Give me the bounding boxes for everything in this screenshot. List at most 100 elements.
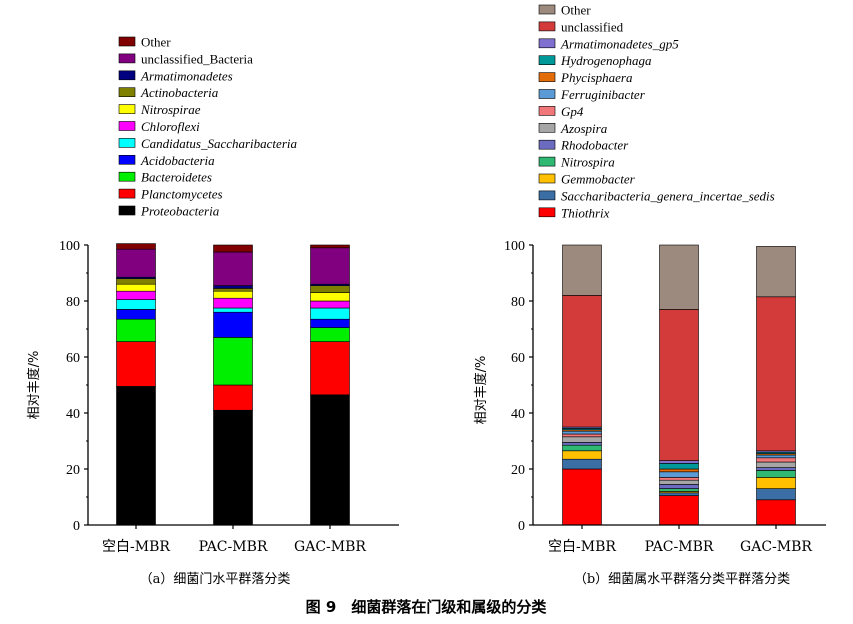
bar-segment-unclassified-bacteria-2 [213, 251, 253, 286]
bar-segment-azospira-3 [756, 461, 796, 468]
x-category-label: GAC-MBR [740, 539, 812, 555]
bar-segment-other-2 [659, 244, 699, 310]
bar-segment-gp4-1 [562, 433, 602, 438]
bar-segment-rhodobacter-3 [756, 467, 796, 471]
figure-title: 图 9 细菌群落在门级和属级的分类 [306, 598, 548, 616]
y-tick-label: 80 [66, 295, 80, 310]
x-category-label: PAC-MBR [199, 539, 268, 555]
bar-segment-hydrogenophaga-2 [659, 463, 699, 470]
bar-segment-planctomycetes-2 [213, 384, 253, 411]
bar-segment-proteobacteria-1 [116, 386, 156, 526]
bar-segment-unclassified-1 [562, 295, 602, 428]
bar-segment-acidobacteria-2 [213, 311, 253, 338]
legend-swatch-candidatus-saccharibacteria [118, 138, 136, 148]
legend-label-other: Other [561, 3, 591, 18]
legend-swatch-thiothrix [538, 207, 556, 218]
bar-segment-azospira-1 [562, 436, 602, 443]
bar-segment-other-3 [756, 246, 796, 298]
legend-swatch-acidobacteria [118, 155, 136, 165]
legend-swatch-planctomycetes [118, 188, 136, 199]
legend-label-armatimonadetes: Armatimonadetes [140, 68, 233, 83]
x-category-label: 空白-MBR [548, 539, 616, 555]
bar-segment-gp4-3 [756, 457, 796, 463]
chart-panel-a: 0 20 40 60 80 100 空白-MBR PAC-MBR GAC-MBR 相对丰度/% （a… [26, 35, 399, 587]
legend-label-armatimonadetes-gp5: Armatimonadetes_gp5 [560, 36, 679, 51]
legend-swatch-saccharibacteria-genera-incertae-sedis [538, 190, 556, 201]
legend-swatch-nitrospira [538, 156, 556, 167]
bar-segment-chloroflexi-3 [310, 300, 350, 309]
bar-segment-chloroflexi-1 [116, 290, 156, 300]
bar-segment-other-1 [116, 243, 156, 250]
y-tick-label: 0 [518, 519, 525, 534]
legend-label-gemmobacter: Gemmobacter [561, 172, 636, 187]
legend-label-other: Other [141, 35, 171, 50]
bar-segment-nitrospira-3 [756, 470, 796, 478]
bar-segment-ferruginibacter-1 [562, 430, 602, 435]
legend-swatch-gemmobacter [538, 173, 556, 184]
bar-segment-actinobacteria-3 [310, 285, 350, 293]
legend-swatch-unclassified [538, 21, 556, 32]
legend-swatch-phycisphaera [538, 72, 556, 82]
y-axis-label: 相对丰度/% [473, 356, 489, 425]
bar-segment-acidobacteria-1 [116, 309, 156, 320]
bar-segment-candidatus-saccharibacteria-2 [213, 307, 253, 313]
bar-segment-chloroflexi-2 [213, 297, 253, 309]
legend-swatch-actinobacteria [118, 87, 136, 97]
bar-segment-unclassified-bacteria-3 [310, 247, 350, 285]
bar-segment-rhodobacter-1 [562, 442, 602, 446]
y-tick-label: 20 [66, 463, 80, 478]
legend-label-proteobacteria: Proteobacteria [140, 204, 220, 219]
panel-caption: （a）细菌门水平群落分类 [140, 572, 291, 587]
bar-segment-nitrospirae-1 [116, 283, 156, 292]
y-tick-label: 100 [504, 239, 525, 254]
bar-segment-other-2 [213, 244, 253, 253]
bar-segment-planctomycetes-1 [116, 341, 156, 387]
legend-label-rhodobacter: Rhodobacter [560, 138, 629, 153]
y-tick-label: 20 [511, 463, 525, 478]
legend-label-planctomycetes: Planctomycetes [140, 187, 223, 202]
legend-swatch-armatimonadetes [118, 70, 136, 81]
legend-label-saccharibacteria-genera-incertae-sedis: Saccharibacteria_genera_incertae_sedis [561, 188, 775, 203]
bar-segment-bacteroidetes-2 [213, 337, 253, 386]
bar-segment-unclassified-3 [756, 296, 796, 452]
bar-segment-armatimonadetes-2 [213, 285, 253, 289]
legend-label-nitrospira: Nitrospira [560, 155, 615, 170]
bar-segment-ferruginibacter-2 [659, 471, 699, 478]
bar-segment-unclassified-2 [659, 309, 699, 461]
bar-segment-proteobacteria-3 [310, 394, 350, 526]
bar-segment-candidatus-saccharibacteria-3 [310, 307, 350, 320]
legend-swatch-other [118, 36, 136, 47]
legend-label-acidobacteria: Acidobacteria [140, 153, 215, 168]
bar-segment-actinobacteria-1 [116, 278, 156, 285]
bar-segment-nitrospira-2 [659, 488, 699, 492]
y-tick-label: 0 [73, 519, 80, 534]
bar-segment-rhodobacter-2 [659, 484, 699, 489]
bar-segment-other-3 [310, 244, 350, 249]
bar-segment-ferruginibacter-3 [756, 454, 796, 459]
x-category-label: GAC-MBR [294, 539, 366, 555]
legend-swatch-azospira [538, 123, 556, 133]
chart-panel-b: 0 20 40 60 80 100 空白-MBR PAC-MBR GAC-MBR 相对丰度/% （b… [473, 3, 826, 587]
legend-swatch-proteobacteria [118, 205, 136, 216]
y-tick-label: 40 [66, 407, 80, 422]
legend-swatch-chloroflexi [118, 121, 136, 131]
bar-segment-planctomycetes-3 [310, 341, 350, 396]
legend-label-candidatus-saccharibacteria: Candidatus_Saccharibacteria [141, 136, 297, 151]
bar-segment-acidobacteria-3 [310, 318, 350, 328]
bar-segment-nitrospirae-2 [213, 290, 253, 299]
bar-segment-bacteroidetes-1 [116, 318, 156, 342]
legend-swatch-unclassified-bacteria [118, 53, 136, 64]
bar-segment-nitrospirae-3 [310, 292, 350, 302]
legend-label-gp4: Gp4 [561, 104, 584, 119]
bar-segment-thiothrix-2 [659, 495, 699, 526]
legend-swatch-hydrogenophaga [538, 55, 556, 66]
x-category-label: 空白-MBR [102, 539, 170, 555]
legend-swatch-rhodobacter [538, 139, 556, 150]
bar-segment-other-1 [562, 244, 602, 296]
panel-caption: （b）细菌属水平群落分类平群落分类 [574, 572, 790, 587]
legend-swatch-gp4 [538, 106, 556, 116]
bar-segment-phycisphaera-2 [659, 468, 699, 473]
bar-segment-candidatus-saccharibacteria-1 [116, 299, 156, 310]
bar-segment-saccharibacteria-genera-incertae-sedis-3 [756, 488, 796, 501]
